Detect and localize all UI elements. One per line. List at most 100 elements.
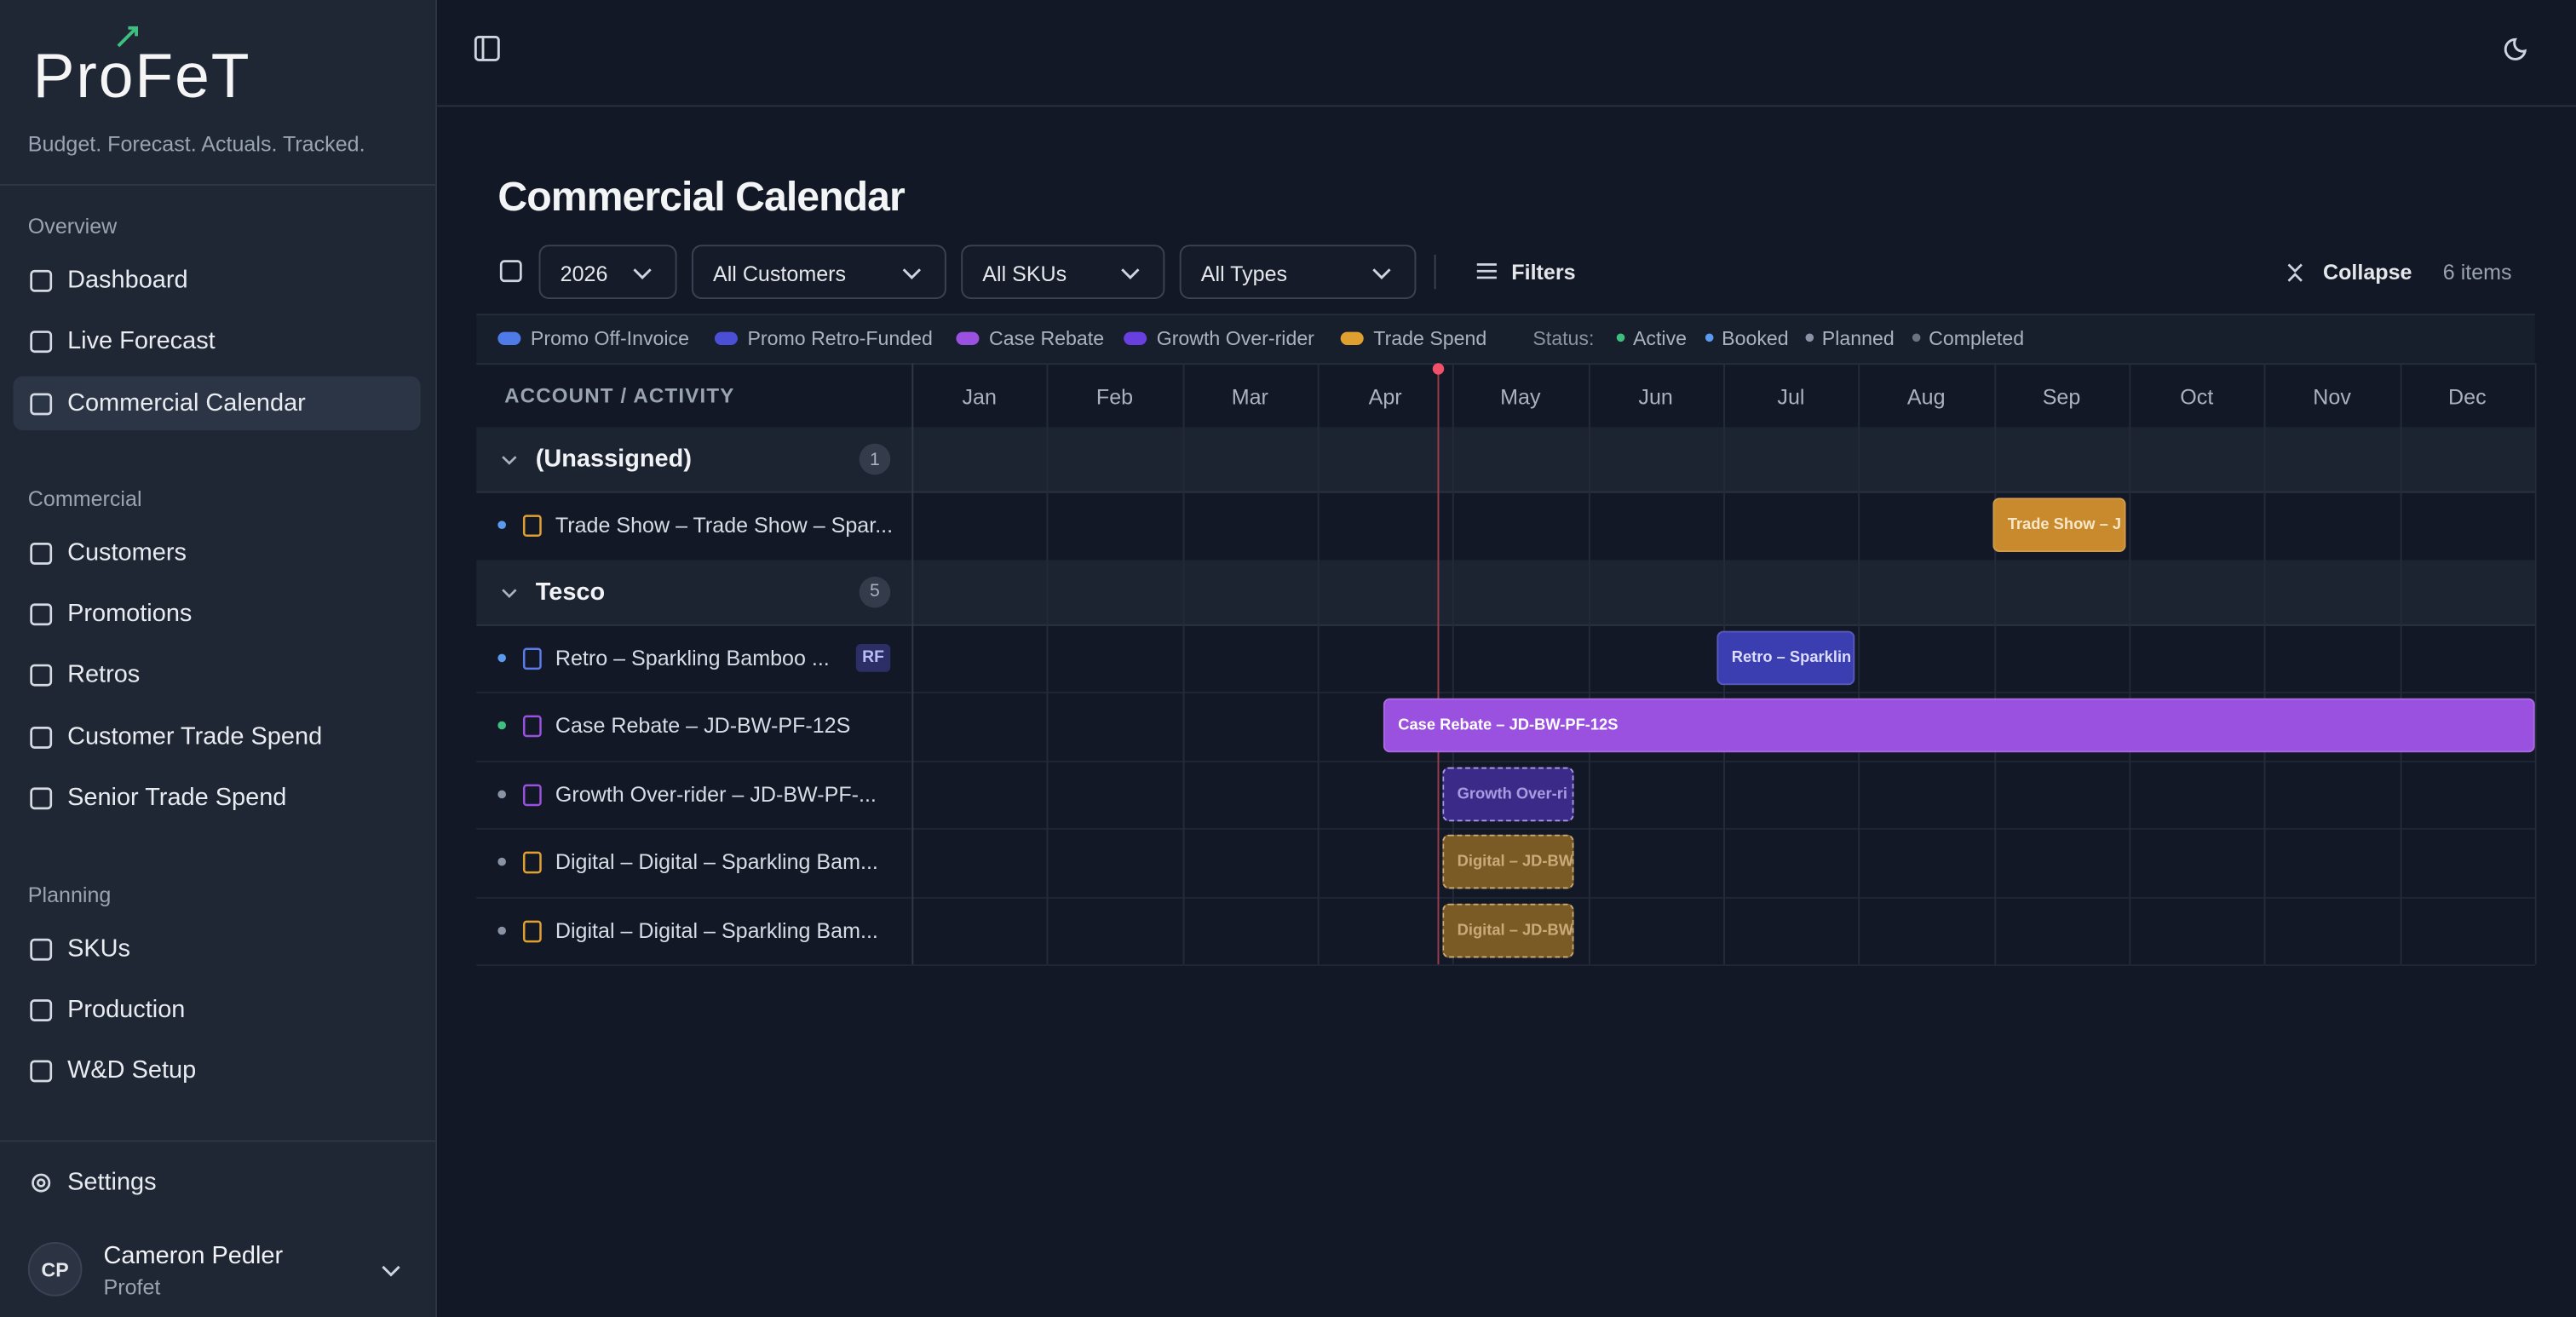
page-title: Commercial Calendar: [497, 174, 905, 221]
activity-label[interactable]: Case Rebate – JD-BW-PF-12S: [555, 712, 851, 738]
status-dot: [497, 857, 506, 866]
filter-value: All Customers: [712, 261, 847, 286]
column-divider: [911, 363, 914, 965]
user-name[interactable]: Cameron Pedler: [103, 1241, 284, 1270]
filter-select[interactable]: 2026: [538, 244, 677, 299]
timeline-bar[interactable]: Digital – JD-BW: [1442, 902, 1574, 958]
separator: [1434, 254, 1436, 290]
divider: [0, 183, 436, 186]
nav-item[interactable]: Customers: [67, 538, 187, 567]
activity-row: [476, 828, 2535, 898]
active-highlight: [13, 376, 421, 431]
timeline-bar[interactable]: Case Rebate – JD-BW-PF-12S: [1383, 698, 2535, 753]
filters-button[interactable]: Filters: [1511, 259, 1576, 285]
month-label: Oct: [2180, 384, 2214, 410]
column-header: ACCOUNT / ACTIVITY: [504, 384, 735, 408]
status-label: Completed: [1929, 326, 2025, 350]
timeline-bar[interactable]: Digital – JD-BW: [1442, 834, 1574, 889]
filter-select[interactable]: All Customers: [691, 244, 946, 299]
nav-item[interactable]: Dashboard: [67, 266, 188, 295]
theme-toggle[interactable]: [2504, 34, 2532, 62]
collapse-button[interactable]: Collapse: [2322, 259, 2412, 285]
month-grid-line: [1452, 363, 1455, 965]
legend-swatch: [497, 331, 521, 345]
nav-item[interactable]: SKUs: [67, 935, 131, 963]
nav-icon: [30, 727, 53, 749]
activity-row: [476, 760, 2535, 830]
timeline-bar[interactable]: Retro – Sparklin: [1716, 630, 1855, 685]
activity-label[interactable]: Digital – Digital – Sparkling Bam...: [555, 917, 878, 943]
chevron: [1121, 268, 1140, 279]
filter-value: All SKUs: [982, 261, 1067, 286]
status-label: Planned: [1821, 326, 1895, 350]
activity-label[interactable]: Digital – Digital – Sparkling Bam...: [555, 849, 878, 874]
timeline-bar[interactable]: Growth Over-ri: [1442, 766, 1574, 821]
activity-label[interactable]: Trade Show – Trade Show – Spar...: [555, 512, 894, 538]
status-label: Active: [1632, 326, 1688, 350]
nav-icon: [30, 664, 53, 687]
month-label: Dec: [2448, 384, 2487, 410]
month-label: Nov: [2313, 384, 2351, 410]
filter-value: All Types: [1200, 261, 1288, 286]
month-grid-line: [1588, 363, 1590, 965]
nav-item[interactable]: Retros: [67, 660, 141, 689]
nav-item[interactable]: Production: [67, 995, 186, 1024]
activity-icon: [522, 851, 542, 874]
group-name[interactable]: (Unassigned): [535, 445, 692, 474]
month-grid-line: [1317, 363, 1320, 965]
nav-item[interactable]: Senior Trade Spend: [67, 783, 287, 812]
legend-swatch: [1340, 331, 1364, 345]
month-label: Aug: [1906, 384, 1946, 410]
toggle-sidebar[interactable]: [473, 34, 501, 62]
month-grid-line: [2129, 363, 2131, 965]
nav-item[interactable]: Customer Trade Spend: [67, 722, 323, 751]
nav-section: Commercial: [27, 486, 142, 511]
activity-icon: [522, 919, 542, 942]
activity-label[interactable]: Growth Over-rider – JD-BW-PF-...: [555, 781, 877, 806]
month-label: Apr: [1368, 384, 1402, 410]
group-count: 5: [859, 575, 891, 607]
activity-row: [476, 692, 2535, 762]
status-dot: [1912, 333, 1921, 342]
collapse-icon: [2287, 263, 2303, 282]
nav-item[interactable]: W&D Setup: [67, 1056, 197, 1084]
activity-row: [476, 896, 2535, 966]
month-grid-line: [1858, 363, 1860, 965]
legend-bar: [476, 313, 2535, 365]
filter-select[interactable]: All SKUs: [961, 244, 1165, 299]
legend-swatch: [956, 331, 980, 345]
nav-icon: [30, 269, 53, 292]
settings[interactable]: Settings: [67, 1168, 157, 1196]
logo-arrow: [117, 26, 138, 48]
nav-icon: [30, 938, 53, 961]
nav-icon: [30, 331, 53, 354]
legend-swatch: [1124, 331, 1147, 345]
sidebar: ProFeT Budget. Forecast. Actuals. Tracked…: [0, 0, 437, 1317]
nav-icon: [30, 999, 53, 1021]
filter-select[interactable]: All Types: [1179, 244, 1417, 299]
group-name[interactable]: Tesco: [535, 577, 606, 606]
activity-label[interactable]: Retro – Sparkling Bamboo ...: [555, 644, 830, 670]
nav-item[interactable]: Promotions: [67, 599, 193, 628]
chevron: [902, 268, 922, 279]
activity-icon: [522, 515, 542, 537]
status-label: Booked: [1722, 326, 1789, 350]
group-count: 1: [859, 443, 891, 475]
header-border: [435, 105, 2576, 107]
status-dot: [497, 721, 506, 730]
nav-item[interactable]: Live Forecast: [67, 326, 216, 355]
group-row: [476, 559, 2535, 625]
nav-item[interactable]: Commercial Calendar: [67, 389, 306, 417]
avatar: CP: [27, 1241, 83, 1297]
status-label: Status:: [1532, 326, 1595, 350]
status-dot: [497, 925, 506, 935]
status-dot: [497, 653, 506, 662]
month-label: Feb: [1095, 384, 1134, 410]
logo: ProFeT: [32, 43, 251, 112]
month-grid-line: [2534, 363, 2537, 965]
group-row: [476, 427, 2535, 493]
timeline-bar[interactable]: Trade Show – J: [1992, 497, 2126, 552]
status-dot: [497, 789, 506, 798]
activity-icon: [522, 715, 542, 738]
